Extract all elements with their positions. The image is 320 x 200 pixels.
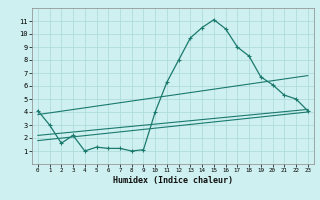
X-axis label: Humidex (Indice chaleur): Humidex (Indice chaleur) — [113, 176, 233, 185]
